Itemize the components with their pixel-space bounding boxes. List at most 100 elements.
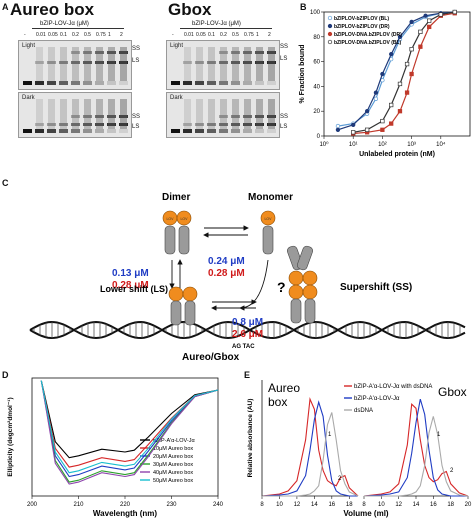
legend-entry: bZIP-A'α-LOV-Jα xyxy=(354,396,400,402)
smear xyxy=(60,99,67,129)
lane-label: 0.5 xyxy=(84,32,91,38)
x-tick-label: 8 xyxy=(260,502,264,508)
smear xyxy=(36,47,43,81)
supershift-band xyxy=(71,115,80,118)
smear xyxy=(108,47,115,81)
series-line xyxy=(40,380,219,459)
data-point xyxy=(423,13,428,18)
supershift-band xyxy=(231,115,240,118)
aureo-ls-label: LS xyxy=(132,58,140,64)
lower-shift-band xyxy=(119,123,128,126)
x-tick-label: 10² xyxy=(378,142,387,148)
free-probe-band xyxy=(171,81,180,85)
x-tick-label: 12 xyxy=(294,502,301,508)
legend-marker xyxy=(327,31,333,37)
k1-red: 0.28 μM xyxy=(208,268,245,279)
smear xyxy=(184,47,191,81)
lower-shift-band xyxy=(47,123,56,126)
lane-label: 0.05 xyxy=(48,32,58,38)
smear xyxy=(72,47,79,81)
data-point xyxy=(418,44,423,49)
legend-marker xyxy=(327,15,333,21)
supershift-band xyxy=(107,115,116,118)
aureo-lane-labels: - 0.01 0.05 0.1 0.2 0.5 0.75 1 2 xyxy=(20,32,132,40)
free-probe-band xyxy=(195,81,204,85)
lower-shift-band xyxy=(255,61,264,64)
trace-line xyxy=(363,398,468,497)
data-point xyxy=(452,9,457,15)
data-point xyxy=(397,109,403,114)
lower-shift-band xyxy=(183,123,192,126)
x-tick-label: 10 xyxy=(378,502,385,508)
smear xyxy=(84,99,91,129)
x-tick-label: 200 xyxy=(27,502,38,508)
data-point xyxy=(427,24,432,30)
gbox-dark-gel: Dark xyxy=(166,92,280,138)
aureo-dark-label: Dark xyxy=(22,95,35,101)
lower-shift-band xyxy=(107,61,116,64)
smear xyxy=(268,47,275,81)
free-probe-band xyxy=(35,129,44,133)
monomer-lov-text: LOV xyxy=(264,217,272,221)
lower-shift-band xyxy=(207,61,216,64)
x-tick-label: 14 xyxy=(311,502,318,508)
smear xyxy=(84,47,91,81)
data-point xyxy=(438,12,443,17)
x-tick-label: 230 xyxy=(166,502,177,508)
dna-helix xyxy=(29,320,466,340)
k3-blue: 0.8 μM xyxy=(232,317,263,328)
dimer-lov-text-1: LOV xyxy=(166,217,174,221)
lower-shift-band xyxy=(35,61,44,64)
smear xyxy=(36,99,43,129)
x-tick-label: 10³ xyxy=(407,142,416,148)
supershift-band xyxy=(255,51,264,54)
trace-line xyxy=(364,416,469,497)
data-point xyxy=(380,127,385,132)
smear xyxy=(96,47,103,81)
lane-label: - xyxy=(24,32,26,38)
legend-entry: 10μM Aureo box xyxy=(153,446,193,452)
smear xyxy=(196,47,203,81)
free-probe-band xyxy=(171,129,180,133)
aureo-box-title: Aureo box xyxy=(10,0,95,19)
lower-shift-band xyxy=(47,61,56,64)
x-tick-label: 14 xyxy=(413,502,420,508)
lower-shift-band xyxy=(59,123,68,126)
free-probe-band xyxy=(59,129,68,133)
free-probe-band xyxy=(23,81,32,85)
lower-shift-band xyxy=(35,123,44,126)
free-probe-band xyxy=(119,81,128,85)
gbox-label: Gbox xyxy=(438,385,467,399)
x-tick-label: 10⁰ xyxy=(319,141,329,148)
lower-shift-band xyxy=(107,123,116,126)
supershift-band xyxy=(83,115,92,118)
trace-line xyxy=(261,400,358,497)
lower-shift-band xyxy=(119,61,128,64)
k3-red: 2.6 μM xyxy=(232,329,263,340)
lower-shift-band xyxy=(195,123,204,126)
lane-label: 0.5 xyxy=(232,32,239,38)
legend-entry: 40μM Aureo box xyxy=(153,470,193,476)
legend-entry: bZIPLOV-DNA.bZIPLOV (BL) xyxy=(334,40,402,46)
gbox-light-label: Light xyxy=(170,43,184,49)
free-probe-band xyxy=(243,81,252,85)
x-tick-label: 10⁴ xyxy=(436,141,446,148)
smear xyxy=(244,99,251,129)
data-point xyxy=(389,121,394,126)
lane-label: 0.75 xyxy=(96,32,106,38)
smear xyxy=(232,99,239,129)
x-tick-label: 220 xyxy=(120,502,131,508)
aureo-ss-label-dark: SS xyxy=(132,114,141,120)
lower-shift-band xyxy=(83,123,92,126)
data-point xyxy=(335,123,341,129)
y-axis-label: Ellipticity (degcm²dmol⁻¹) xyxy=(7,397,14,476)
smear xyxy=(108,99,115,129)
free-probe-band xyxy=(207,81,216,85)
y-axis-label: Relative absorbance (AU) xyxy=(247,399,254,478)
supershift-band xyxy=(107,51,116,54)
dna-strand xyxy=(29,320,466,340)
y-tick-label: 20 xyxy=(313,109,320,115)
supershift-question: ? xyxy=(277,279,286,295)
aureo-light-gel: Light xyxy=(18,40,132,90)
x-axis-label: Unlabeled protein (nM) xyxy=(359,151,435,158)
